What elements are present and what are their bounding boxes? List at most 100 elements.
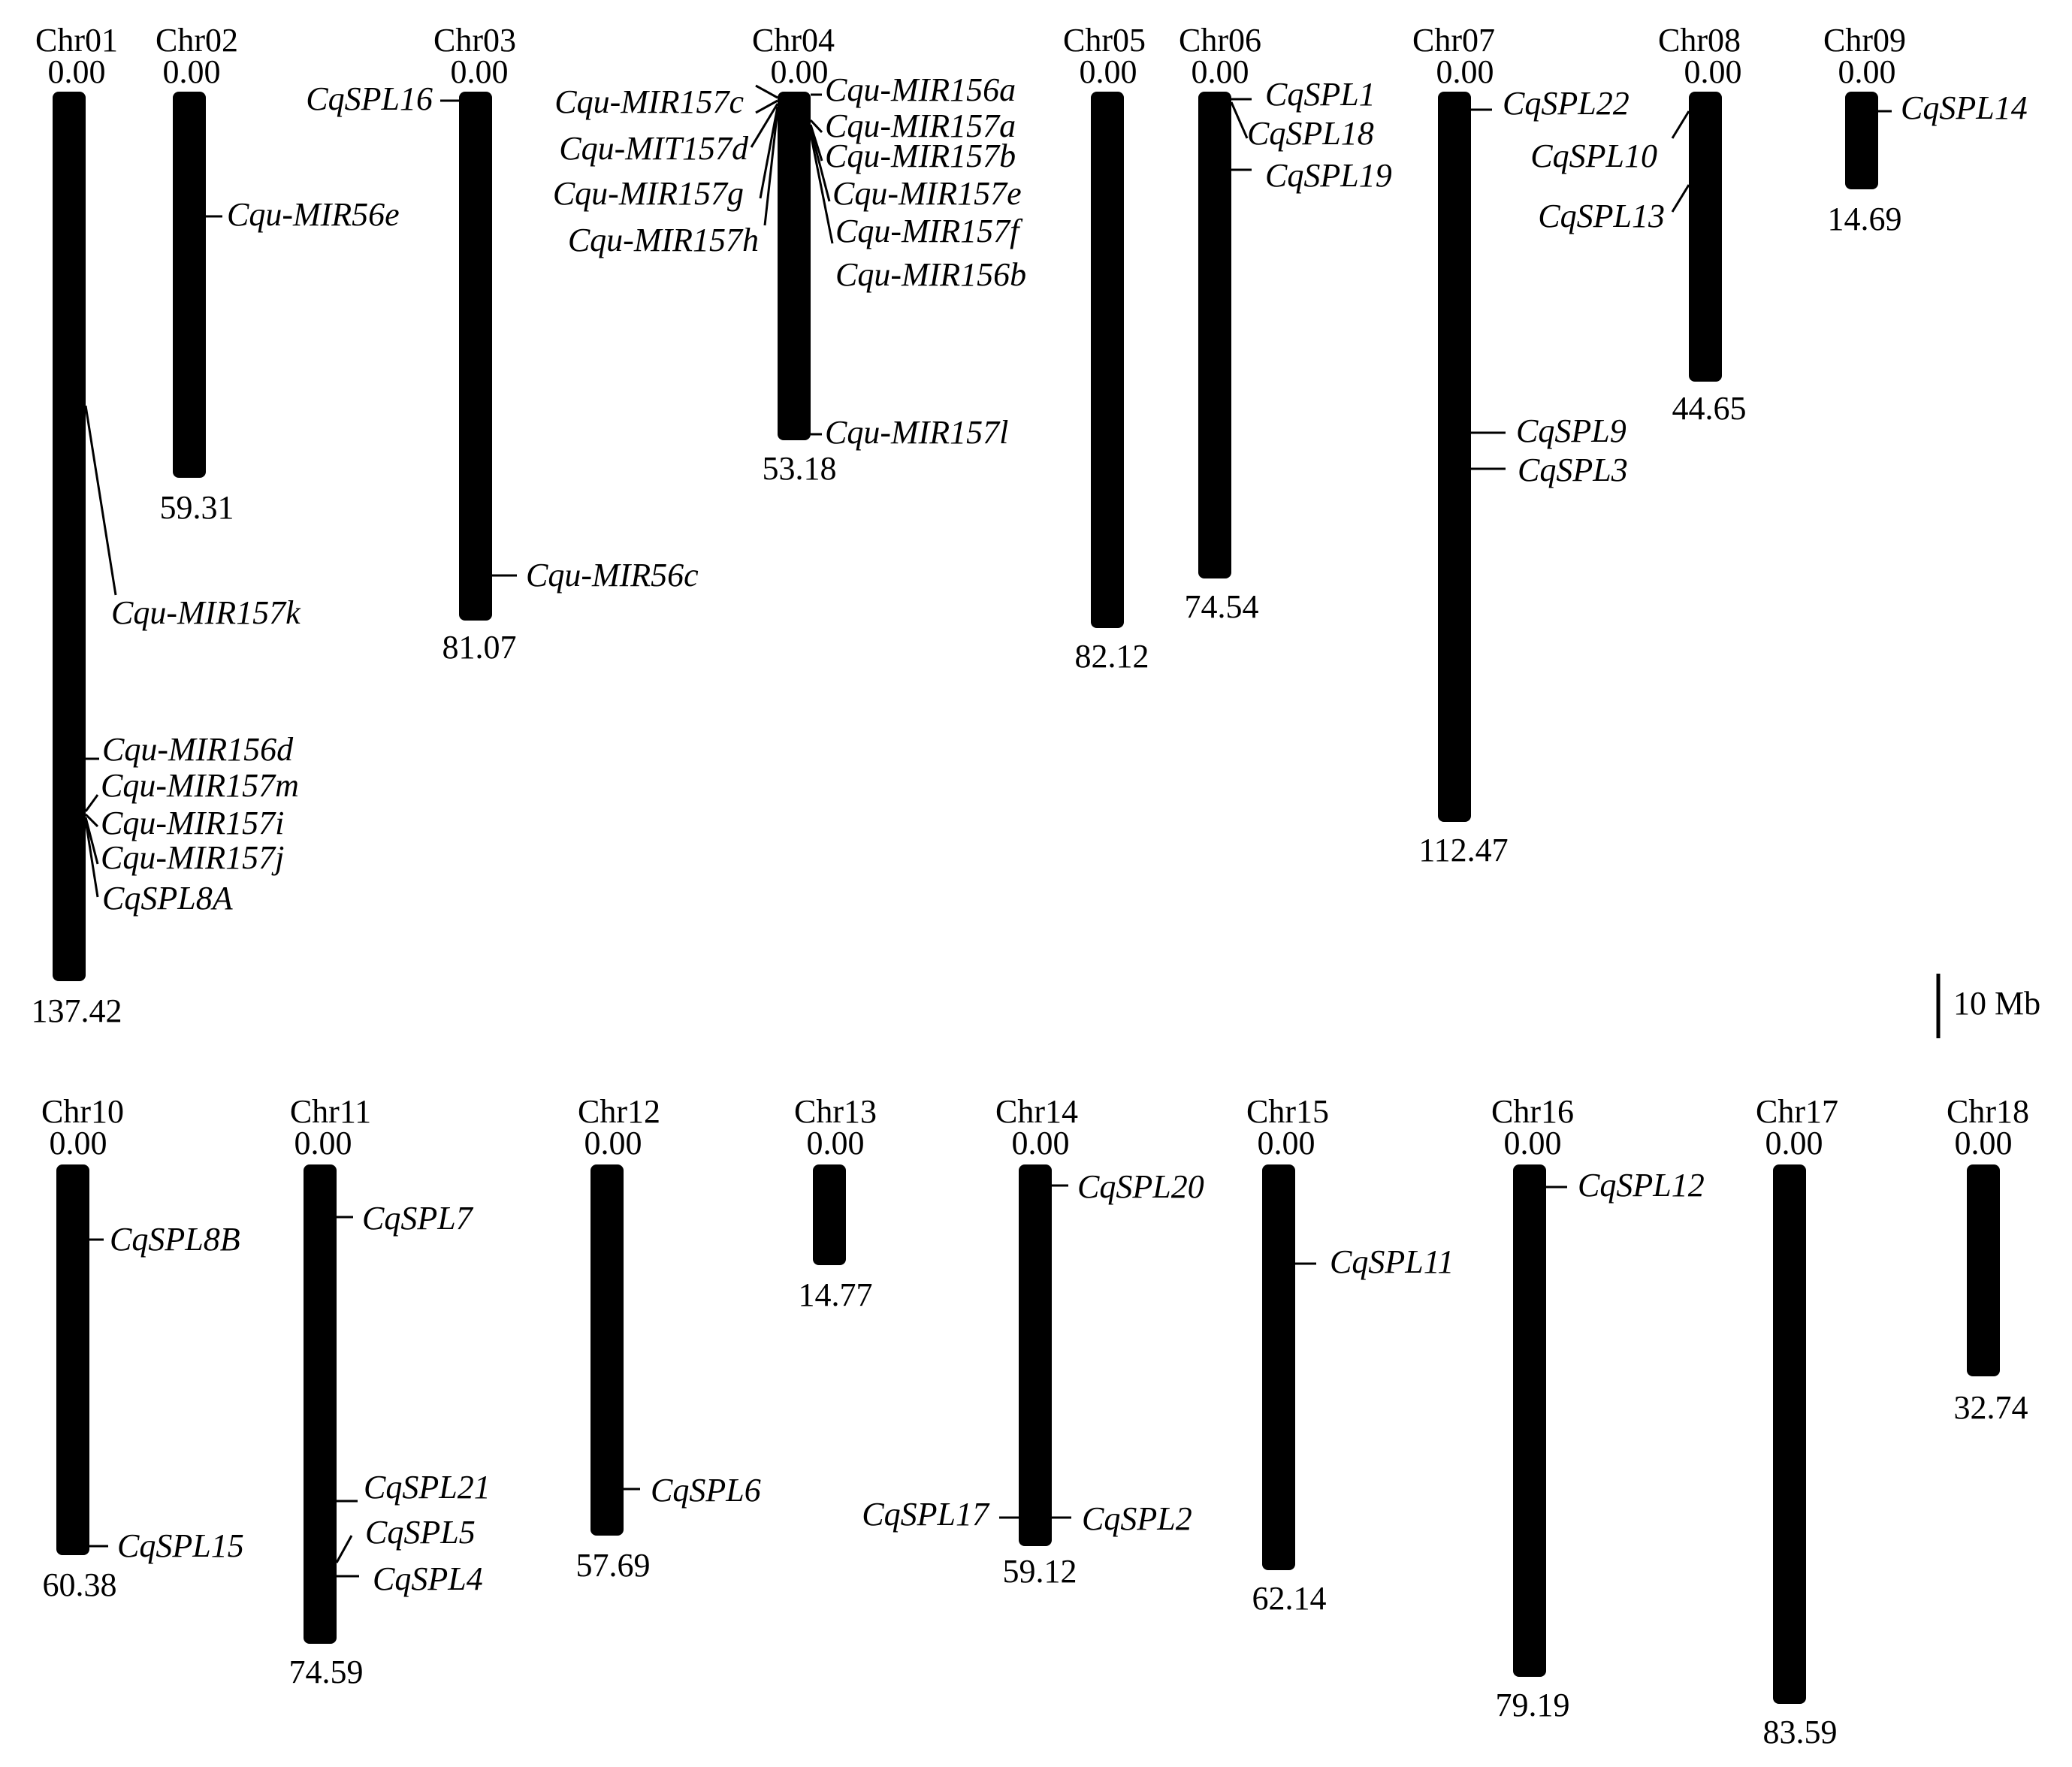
- chr-start: 0.00: [1192, 53, 1249, 90]
- gene-chr04-cqu-mir157g: Cqu-MIR157g: [553, 106, 779, 212]
- chr-name: Chr16: [1491, 1093, 1574, 1130]
- chromosome-chr09: Chr09 0.00 14.69: [1823, 22, 1906, 237]
- chr-bar: [813, 1164, 846, 1265]
- gene-chr10-cqspl8b: CqSPL8B: [89, 1221, 240, 1258]
- gene-chr08-cqspl13: CqSPL13: [1538, 184, 1690, 234]
- chr-name: Chr09: [1823, 22, 1906, 59]
- gene-label: CqSPL3: [1518, 452, 1628, 488]
- chr-name: Chr03: [433, 22, 516, 59]
- chromosome-chr18: Chr18 0.00 32.74: [1947, 1093, 2029, 1426]
- gene-label: CqSPL18: [1247, 115, 1374, 152]
- chr-start: 0.00: [807, 1125, 865, 1161]
- gene-label: Cqu-MIR157l: [825, 414, 1008, 451]
- gene-chr09-cqspl14: CqSPL14: [1878, 89, 2028, 126]
- gene-chr11-cqspl5: CqSPL5: [335, 1514, 476, 1563]
- chr-start: 0.00: [1684, 53, 1742, 90]
- chr-end: 137.42: [32, 992, 122, 1029]
- leader-line: [809, 128, 831, 202]
- gene-chr04-cqu-mir157e: Cqu-MIR157e: [809, 128, 1022, 212]
- chr-end: 60.38: [43, 1566, 117, 1603]
- gene-chr07-cqspl22: CqSPL22: [1471, 85, 1630, 122]
- gene-label: CqSPL16: [306, 80, 433, 117]
- chromosome-chr10: Chr10 0.00 60.38: [41, 1093, 124, 1603]
- gene-label: Cqu-MIR157m: [101, 767, 299, 804]
- gene-label: CqSPL21: [364, 1469, 491, 1506]
- gene-label: Cqu-MIR157j: [101, 839, 284, 876]
- leader-line: [84, 817, 99, 865]
- chromosome-chr02: Chr02 0.00 59.31: [156, 22, 238, 526]
- chromosome-chr15: Chr15 0.00 62.14: [1246, 1093, 1329, 1617]
- scale-bar: 10 Mb: [1936, 974, 2040, 1038]
- leader-line: [84, 813, 99, 828]
- leader-line: [1671, 110, 1690, 139]
- chr-bar: [1773, 1164, 1806, 1704]
- chr-name: Chr04: [752, 22, 835, 59]
- gene-label: CqSPL11: [1330, 1243, 1454, 1280]
- chromosome-chr13: Chr13 0.00 14.77: [794, 1093, 877, 1313]
- gene-chr11-cqspl21: CqSPL21: [337, 1469, 491, 1506]
- chr-name: Chr10: [41, 1093, 124, 1130]
- chr-start: 0.00: [1504, 1125, 1562, 1161]
- chr-start: 0.00: [294, 1125, 352, 1161]
- chr-start: 0.00: [1258, 1125, 1315, 1161]
- gene-chr16-cqspl12: CqSPL12: [1546, 1167, 1705, 1204]
- chromosome-chr16: Chr16 0.00 79.19: [1491, 1093, 1574, 1723]
- gene-chr08-cqspl10: CqSPL10: [1530, 110, 1690, 174]
- gene-chr04-cqu-mir156a: Cqu-MIR156a: [811, 71, 1016, 108]
- chr-end: 112.47: [1418, 832, 1508, 868]
- chromosome-chr12: Chr12 0.00 57.69: [576, 1093, 661, 1584]
- gene-chr11-cqspl7: CqSPL7: [337, 1200, 474, 1237]
- leader-line: [755, 99, 778, 114]
- gene-label: Cqu-MIT157d: [559, 130, 749, 167]
- gene-chr04-cqu-mir157f: Cqu-MIR157f: [809, 133, 1023, 249]
- chr-end: 59.12: [1003, 1553, 1077, 1590]
- chr-end: 14.69: [1828, 201, 1902, 237]
- leader-line: [809, 119, 823, 134]
- gene-chr14-cqspl20: CqSPL20: [1052, 1168, 1204, 1205]
- gene-chr06-cqspl1: CqSPL1: [1231, 76, 1376, 113]
- leader-line: [84, 820, 99, 898]
- gene-chr14-cqspl2: CqSPL2: [1052, 1500, 1192, 1537]
- gene-label: Cqu-MIR157b: [825, 137, 1016, 174]
- gene-chr01-cqu-mir157k: Cqu-MIR157k: [84, 405, 301, 631]
- gene-chr04-cqu-mit157d: Cqu-MIT157d: [559, 103, 779, 167]
- gene-chr15-cqspl11: CqSPL11: [1295, 1243, 1454, 1280]
- gene-label: CqSPL7: [362, 1200, 474, 1237]
- gene-chr11-cqspl4: CqSPL4: [337, 1560, 483, 1597]
- chr-end: 44.65: [1672, 390, 1747, 427]
- gene-label: CqSPL8A: [102, 880, 234, 917]
- gene-chr04-cqu-mir157h: Cqu-MIR157h: [568, 109, 779, 258]
- chromosome-chr04: Chr04 0.00 53.18: [752, 22, 837, 487]
- chr-start: 0.00: [1955, 1125, 2013, 1161]
- gene-label: CqSPL4: [373, 1560, 483, 1597]
- chr-end: 32.74: [1954, 1389, 2028, 1426]
- gene-label: Cqu-MIR56c: [526, 557, 699, 594]
- chr-end: 62.14: [1252, 1580, 1327, 1617]
- chr-end: 83.59: [1763, 1714, 1838, 1750]
- gene-chr07-cqspl3: CqSPL3: [1471, 452, 1628, 488]
- chr-name: Chr08: [1658, 22, 1741, 59]
- gene-label: Cqu-MIR157f: [835, 213, 1023, 249]
- gene-chr04-cqu-mir157l: Cqu-MIR157l: [811, 414, 1008, 451]
- gene-chr04-cqu-mir157b: Cqu-MIR157b: [809, 124, 1016, 174]
- gene-label: CqSPL20: [1077, 1168, 1204, 1205]
- gene-label: CqSPL15: [117, 1527, 244, 1564]
- gene-label: Cqu-MIR157e: [832, 175, 1022, 212]
- gene-label: CqSPL13: [1538, 198, 1665, 234]
- chr-bar: [173, 92, 206, 478]
- chromosome-chr14: Chr14 0.00 59.12: [995, 1093, 1078, 1590]
- chr-end: 82.12: [1075, 638, 1149, 675]
- chr-bar: [56, 1164, 89, 1555]
- leader-line: [335, 1535, 353, 1563]
- gene-label: Cqu-MIR157k: [111, 594, 301, 631]
- gene-label: CqSPL9: [1516, 412, 1626, 449]
- chr-start: 0.00: [451, 53, 509, 90]
- gene-label: CqSPL10: [1530, 137, 1657, 174]
- gene-chr12-cqspl6: CqSPL6: [624, 1472, 761, 1509]
- gene-label: CqSPL5: [365, 1514, 476, 1551]
- gene-label: CqSPL2: [1082, 1500, 1192, 1537]
- chr-start: 0.00: [584, 1125, 642, 1161]
- gene-label: CqSPL12: [1578, 1167, 1705, 1204]
- leader-line: [84, 794, 99, 812]
- chr-bar: [590, 1164, 624, 1536]
